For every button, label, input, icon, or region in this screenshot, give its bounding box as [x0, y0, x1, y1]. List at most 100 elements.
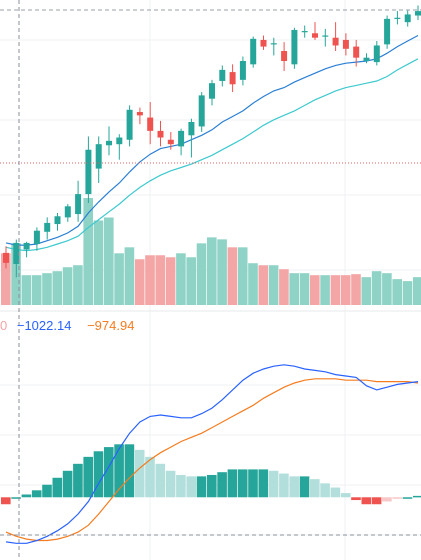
candle [384, 15, 391, 49]
price-level-lines [0, 9, 421, 164]
candle-body [116, 137, 123, 145]
candle-body [188, 122, 195, 136]
macd-histogram-bar [114, 444, 124, 498]
candle [147, 102, 154, 145]
candle-body [270, 43, 277, 45]
macd-histogram-bar [155, 463, 166, 498]
macd-histogram-bar [248, 469, 258, 498]
macd-histogram-bar [134, 449, 145, 498]
candle [270, 37, 277, 56]
macd-histogram-bar [176, 474, 186, 498]
candle-body [178, 130, 185, 147]
volume-bar [31, 275, 42, 305]
macd-histogram-bar [392, 497, 402, 499]
candle-body [301, 31, 308, 33]
volume-bar [320, 275, 330, 305]
macd-histogram-bar [165, 470, 176, 498]
macd-histogram-bar [361, 497, 372, 505]
volume-bar [196, 243, 207, 305]
macd-histogram-bar [413, 495, 421, 498]
candle-body [95, 144, 102, 169]
candle [85, 136, 92, 203]
candle-body [404, 14, 411, 23]
volume-bar [134, 259, 145, 305]
macd-histogram-bar [145, 456, 155, 498]
candle-body [291, 29, 298, 65]
candle-body [85, 149, 92, 195]
candle-body [415, 11, 421, 16]
volume-bar [124, 247, 135, 305]
volume-bar [340, 275, 351, 305]
candle [44, 217, 51, 240]
candle-body [167, 139, 174, 145]
macd-histogram-bar [93, 451, 104, 498]
volume-bar [279, 269, 289, 305]
macd-histogram-bar [31, 490, 42, 498]
candle-body [3, 252, 9, 263]
candle [404, 9, 411, 27]
candle [219, 65, 226, 87]
macd-histogram-bar [299, 476, 310, 498]
candle-body [75, 194, 82, 215]
volume-bar [289, 273, 299, 305]
candle-body [136, 112, 143, 116]
volume-bar [73, 265, 83, 305]
volume-bar [361, 277, 372, 305]
candle-body [219, 69, 226, 81]
candle-body [157, 130, 164, 138]
macd-panel [1, 364, 421, 544]
candle [64, 204, 71, 222]
macd-histogram-bar [207, 474, 217, 498]
candle [136, 107, 143, 125]
macd-histogram-bar [52, 477, 63, 498]
candle [312, 22, 318, 40]
macd-histogram-bar [330, 487, 341, 498]
volume-bar [371, 271, 382, 305]
volume-bar [310, 275, 320, 305]
macd-histogram-bar [104, 447, 114, 498]
candle [209, 79, 215, 106]
candle [394, 11, 401, 25]
volume-bar [207, 237, 217, 305]
candle-body [209, 83, 215, 99]
candle [239, 56, 246, 86]
candle-body [363, 57, 370, 61]
volume-bar [21, 275, 32, 305]
volume-bar [186, 257, 196, 305]
candle-body [54, 216, 61, 225]
macd-histogram-bar [1, 497, 11, 505]
candle [54, 212, 61, 231]
macd-histogram-bar [21, 494, 32, 498]
volume-bar [145, 255, 155, 305]
candle [106, 126, 112, 156]
macd-histogram-bar [124, 444, 135, 498]
volume-bar [268, 265, 279, 305]
volume-bar [1, 253, 11, 305]
macd-histogram-bar [62, 470, 73, 498]
candle-body [147, 117, 154, 131]
volume-bar [217, 239, 227, 305]
macd-histogram-bar [310, 479, 320, 498]
candle-body [239, 61, 246, 80]
candle-body [332, 37, 339, 46]
macd-histogram-bar [340, 493, 351, 498]
volume-bar [52, 271, 63, 305]
candle-body [126, 109, 133, 140]
candle [363, 53, 370, 64]
legend-signal-number: 974.94 [94, 318, 135, 333]
candle [342, 33, 349, 56]
candle-body [384, 18, 391, 45]
volume-bar [93, 220, 104, 305]
candle-body [250, 38, 257, 65]
candle-body [106, 140, 112, 146]
macd-histogram-bar [258, 469, 269, 498]
volume-bar [351, 274, 361, 305]
candle-body [312, 33, 318, 38]
candle-body [281, 51, 288, 61]
volume-bar [392, 279, 402, 305]
candle [373, 41, 380, 66]
candle-body [13, 242, 20, 264]
candle-body [229, 72, 236, 85]
indicator-legend: 0 −1022.14 −974.94 [0, 318, 146, 333]
